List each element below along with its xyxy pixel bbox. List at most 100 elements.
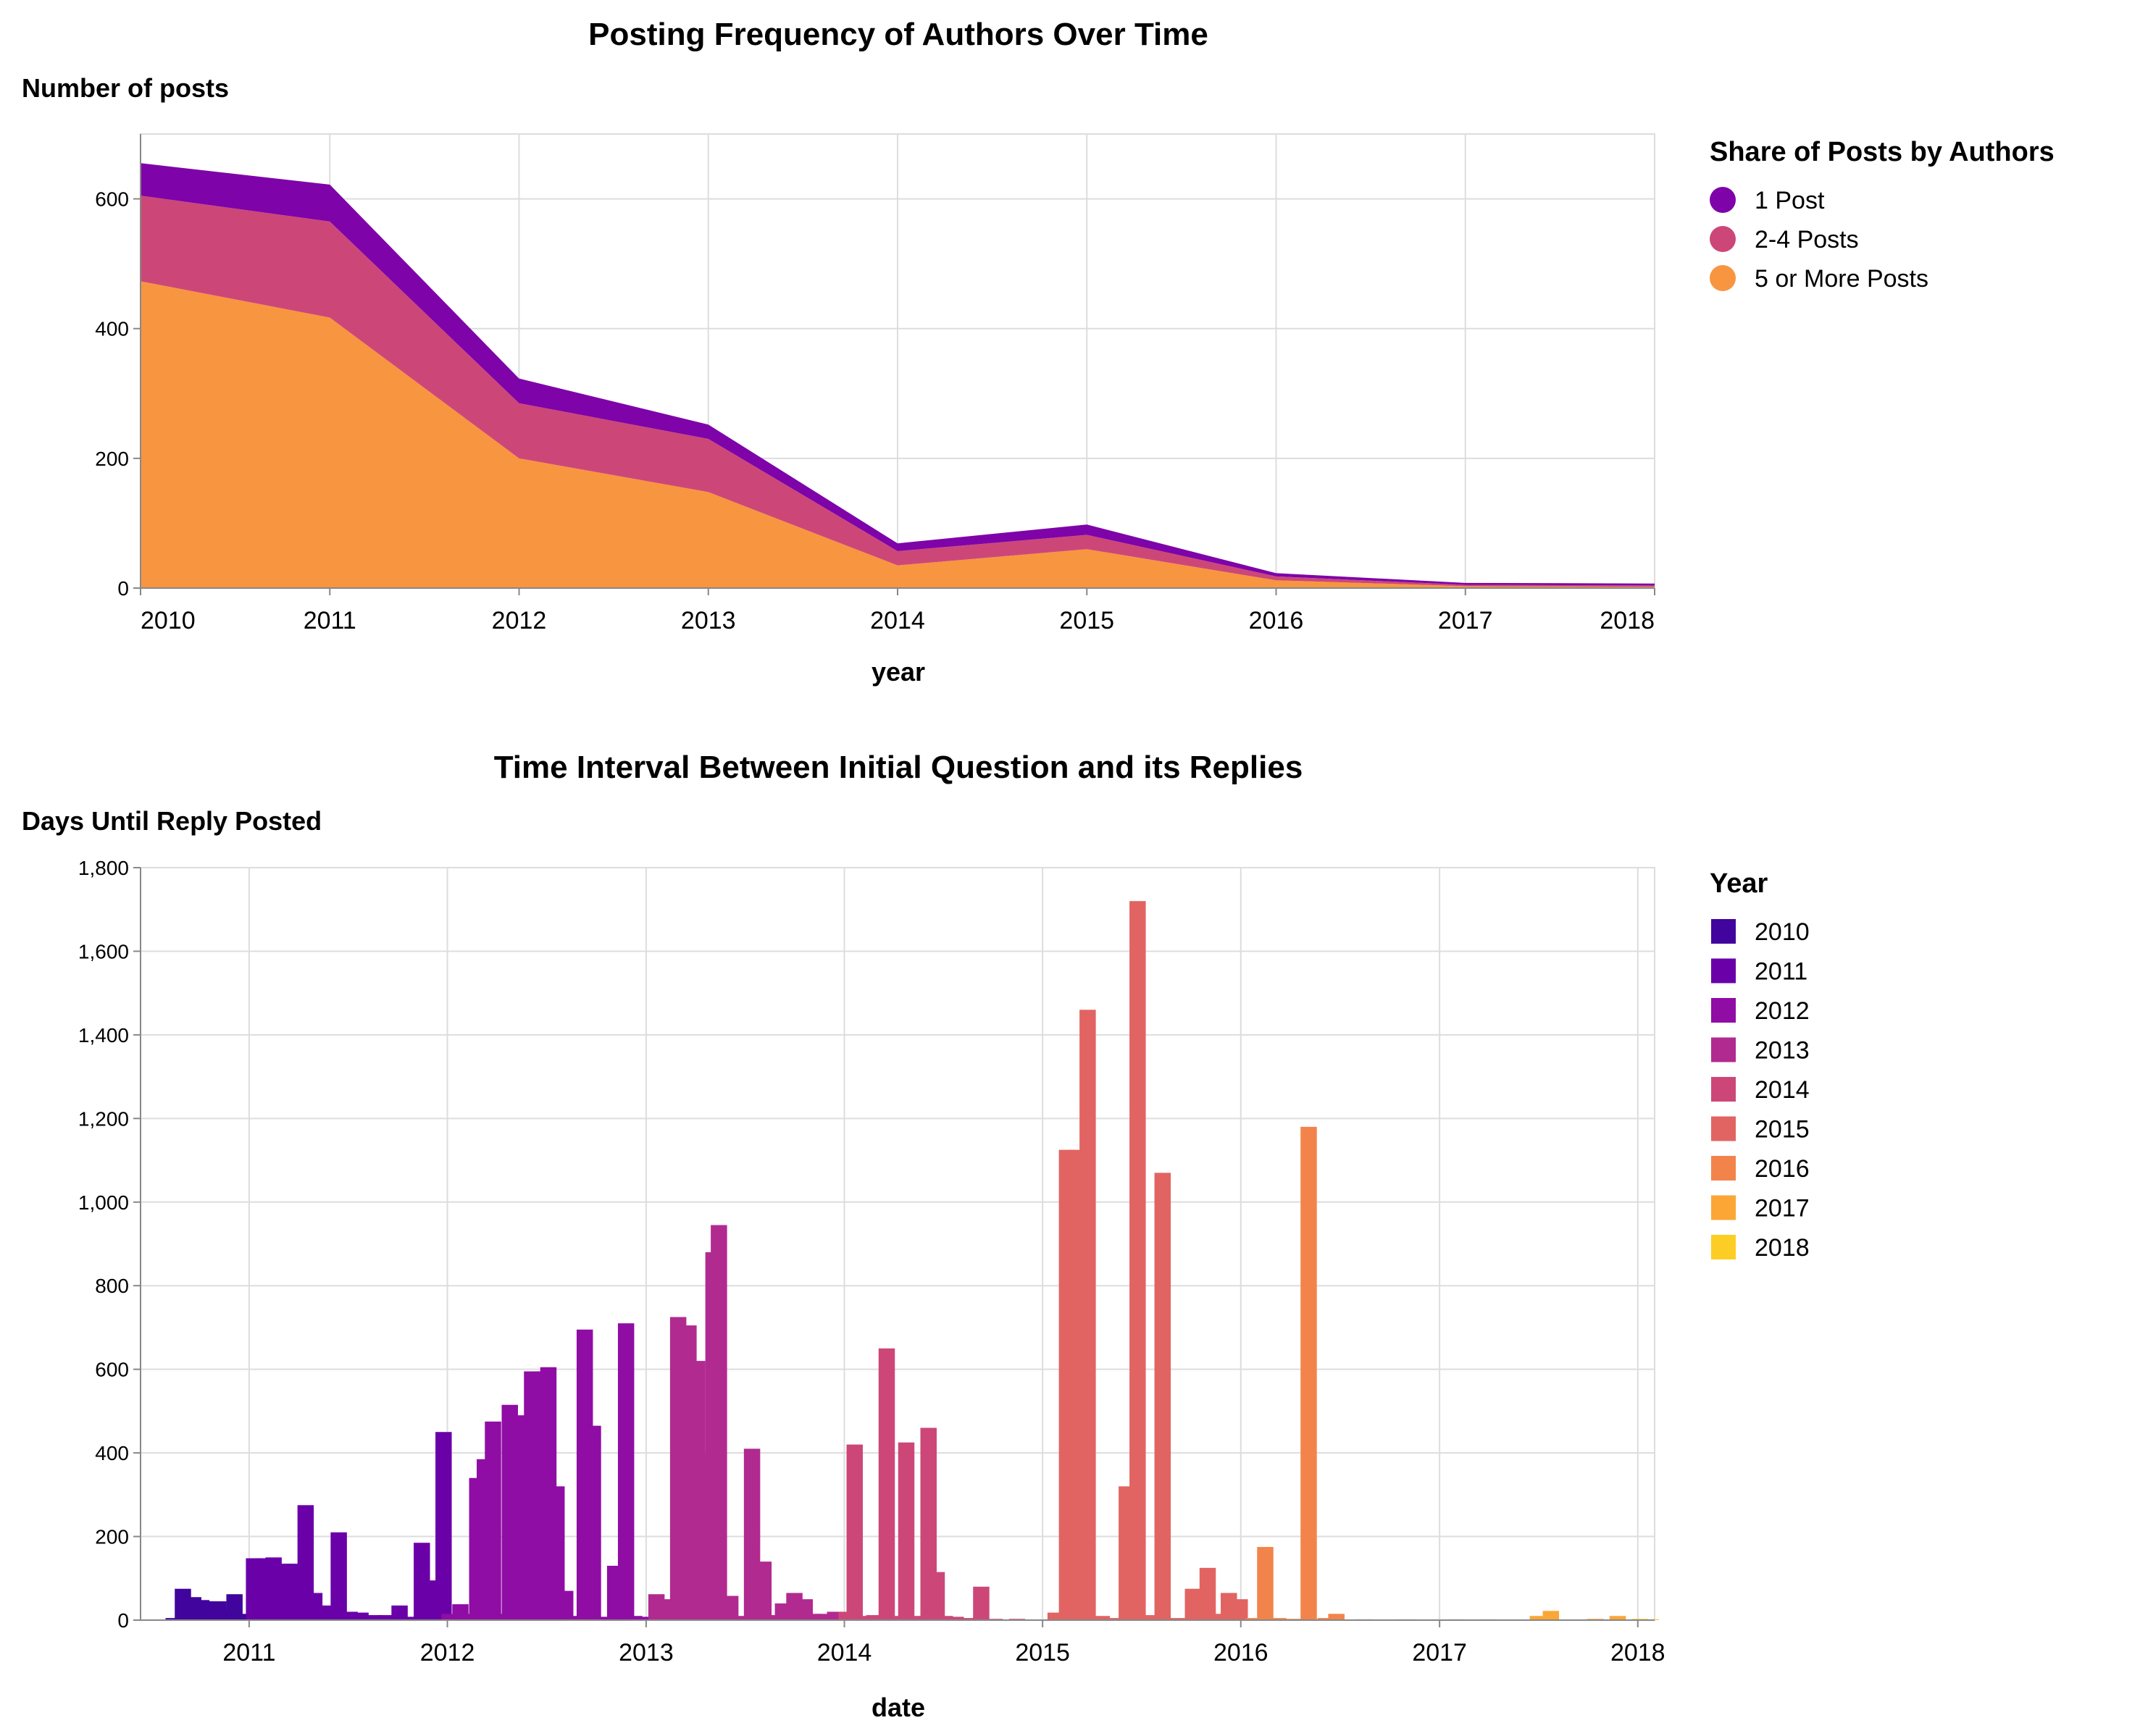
- chart1-legend-label: 5 or More Posts: [1755, 265, 1928, 293]
- bar-2016-03-10: [1270, 1618, 1287, 1620]
- chart2-legend-label: 2017: [1755, 1195, 1810, 1223]
- bar-2015-08-10: [1154, 1173, 1171, 1620]
- bar-2015-11-20: [1210, 1614, 1226, 1620]
- bar-2015-10-05: [1184, 1588, 1202, 1620]
- chart1-x-tick-label: 2012: [492, 607, 547, 634]
- bar-2011-06-15: [330, 1532, 347, 1620]
- chart2-grid: [140, 867, 1655, 1621]
- chart2-legend-label: 2010: [1755, 918, 1810, 946]
- area-2-4-posts: [141, 196, 1655, 587]
- bar-2014-06-20: [928, 1572, 945, 1620]
- bar-2014-03-20: [878, 1348, 895, 1620]
- chart2-legend-swatch: [1711, 1195, 1736, 1220]
- chart1-legend-swatch: [1710, 226, 1736, 252]
- bar-2015-09-05: [1169, 1618, 1185, 1620]
- bar-2010-12-25: [237, 1614, 254, 1620]
- chart1-x-axis-title: year: [872, 657, 925, 687]
- chart1-y-tick-label: 600: [95, 188, 129, 211]
- bar-2015-12-30: [1232, 1599, 1248, 1620]
- posting-frequency-chart: Posting Frequency of Authors Over Time N…: [22, 17, 2055, 687]
- chart2-legend-swatch: [1711, 919, 1736, 944]
- bar-2013-06-25: [732, 1616, 750, 1620]
- bar-2014-09-10: [973, 1586, 990, 1620]
- bar-2012-08-25: [567, 1616, 585, 1620]
- bar-2015-04-20: [1093, 1616, 1111, 1620]
- chart2-legend-title: Year: [1710, 868, 1768, 899]
- chart1-axes: 0 200 400 600 2010 2011 2012 2013 2014 2015 2016 20…: [95, 134, 1655, 634]
- chart2-legend-swatch: [1711, 998, 1736, 1023]
- bar-2011-04-15: [297, 1505, 314, 1620]
- chart2-y-tick-label: 1,000: [78, 1191, 129, 1214]
- bar-2014-01-20: [846, 1444, 864, 1620]
- chart1-legend-swatch: [1710, 265, 1736, 291]
- chart2-y-tick-label: 600: [95, 1359, 129, 1381]
- bar-2012-09-25: [585, 1425, 601, 1620]
- bar-2014-07-25: [947, 1617, 964, 1620]
- bar-2016-05-05: [1300, 1126, 1317, 1620]
- bar-2011-07-05: [341, 1611, 358, 1620]
- chart2-x-tick-label: 2014: [817, 1639, 872, 1666]
- bar-2011-10-28: [404, 1617, 421, 1620]
- area-5-or-more-posts: [141, 281, 1655, 588]
- chart2-legend-swatch: [1711, 1116, 1736, 1141]
- chart2-legend-label: 2015: [1755, 1116, 1810, 1144]
- chart1-legend: Share of Posts by Authors 1 Post 2-4 Post…: [1710, 137, 2055, 293]
- chart2-legend-label: 2016: [1755, 1155, 1810, 1183]
- bar-2012-07-20: [548, 1486, 565, 1620]
- bar-2014-04-05: [887, 1616, 904, 1620]
- bar-2011-05-20: [316, 1605, 333, 1620]
- bar-2016-06-25: [1328, 1614, 1345, 1620]
- bar-2016-06-05: [1317, 1618, 1334, 1620]
- bar-2011-07-25: [352, 1612, 369, 1620]
- chart2-y-tick-label: 1,400: [78, 1024, 129, 1047]
- chart1-y-tick-label: 200: [95, 448, 129, 470]
- bar-2011-12-25: [435, 1432, 452, 1620]
- chart1-x-tick-label: 2016: [1249, 607, 1304, 634]
- bar-2012-04-25: [501, 1404, 519, 1620]
- chart2-y-tick-label: 800: [95, 1275, 129, 1297]
- bar-2014-05-15: [908, 1616, 926, 1620]
- chart2-x-tick-label: 2018: [1610, 1639, 1665, 1666]
- chart1-y-tick-label: 0: [117, 577, 129, 600]
- chart2-x-tick-label: 2017: [1412, 1639, 1467, 1666]
- bar-2012-12-25: [634, 1617, 651, 1620]
- chart1-legend-title: Share of Posts by Authors: [1710, 137, 2055, 167]
- bar-2014-07-05: [936, 1616, 953, 1620]
- chart2-legend-swatch: [1711, 1037, 1736, 1062]
- bar-2011-08-20: [366, 1615, 383, 1620]
- bar-2012-03-25: [485, 1421, 501, 1620]
- bar-2010-12-05: [226, 1594, 243, 1620]
- bar-2012-01-05: [441, 1614, 458, 1620]
- chart2-y-tick-label: 0: [117, 1609, 129, 1632]
- chart2-legend-swatch: [1711, 958, 1736, 984]
- chart1-legend-label: 1 Post: [1755, 187, 1825, 214]
- chart2-y-tick-label: 1,200: [78, 1107, 129, 1130]
- bar-2015-07-15: [1140, 1615, 1157, 1620]
- chart2-legend: Year 2010 2011 2012 2013 2014 2015 2016 2017 201…: [1710, 868, 1810, 1262]
- chart1-x-tick-label: 2018: [1600, 607, 1655, 634]
- chart1-y-axis-title: Number of posts: [22, 73, 229, 103]
- chart2-x-tick-label: 2013: [619, 1639, 674, 1666]
- chart2-y-axis-title: Days Until Reply Posted: [22, 806, 322, 836]
- chart2-legend-label: 2013: [1755, 1037, 1810, 1065]
- bar-2010-08-15: [165, 1618, 182, 1620]
- chart2-legend-swatch: [1711, 1235, 1736, 1259]
- bar-2014-02-25: [866, 1615, 883, 1620]
- chart2-y-tick-label: 1,600: [78, 940, 129, 963]
- bar-2013-11-25: [816, 1614, 833, 1620]
- bar-2013-06-05: [722, 1595, 739, 1620]
- chart2-legend-label: 2014: [1755, 1076, 1810, 1104]
- chart1-x-tick-label: 2010: [141, 607, 196, 634]
- chart2-y-tick-label: 400: [95, 1442, 129, 1464]
- bar-2015-03-25: [1079, 1010, 1096, 1620]
- chart2-legend-swatch: [1711, 1077, 1736, 1102]
- chart2-x-tick-label: 2015: [1015, 1639, 1070, 1666]
- chart2-legend-swatch: [1711, 1156, 1736, 1181]
- chart2-y-tick-label: 1,800: [78, 857, 129, 879]
- chart1-legend-label: 2-4 Posts: [1755, 226, 1859, 253]
- chart1-legend-swatch: [1710, 187, 1736, 213]
- chart2-axes: 0 200 400 600 800 1,000 1,200 1,400 1,600 1,800 20…: [78, 857, 1665, 1666]
- bar-2015-06-25: [1129, 901, 1146, 1620]
